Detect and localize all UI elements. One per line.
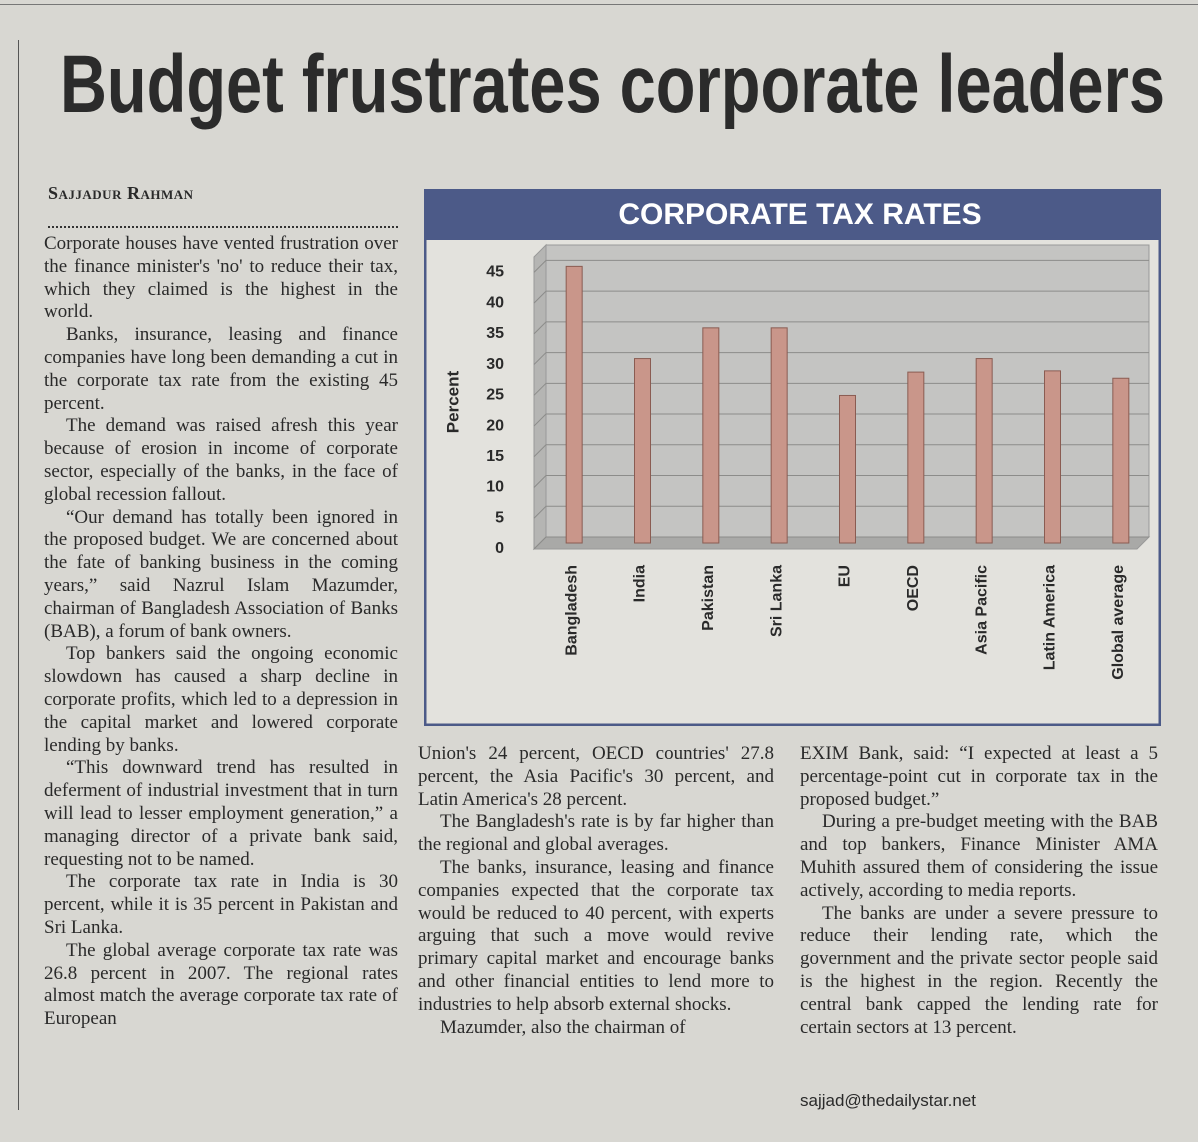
x-tick-label: EU	[837, 565, 854, 587]
chart-title: CORPORATE TAX RATES	[618, 198, 981, 231]
y-axis-label: Percent	[443, 370, 462, 433]
bar-group	[839, 394, 856, 544]
y-tick-label: 30	[486, 356, 504, 373]
headline-area: Budget frustrates corporate leaders	[60, 39, 1165, 130]
y-tick-label: 20	[486, 417, 504, 434]
paragraph: The banks, insurance, leasing and financ…	[418, 856, 774, 1015]
paragraph: “This downward trend has resulted in def…	[44, 757, 398, 870]
x-tick-label: Asia Pacific	[973, 565, 990, 655]
paragraph: EXIM Bank, said: “I expected at least a …	[800, 743, 1158, 810]
y-tick-label: 15	[486, 448, 504, 465]
bar	[565, 265, 583, 544]
paragraph: The corporate tax rate in India is 30 pe…	[44, 871, 398, 938]
bar-group	[975, 358, 993, 544]
grid-line	[533, 505, 1149, 519]
bar	[907, 371, 925, 544]
x-tick-label: Global average	[1110, 565, 1127, 680]
x-tick-label: Latin America	[1042, 565, 1059, 670]
paragraph: The global average corporate tax rate wa…	[44, 939, 398, 1030]
y-tick-label: 35	[486, 325, 504, 342]
paragraph: Mazumder, also the chairman of	[440, 1016, 686, 1038]
chart-header	[425, 190, 1160, 240]
plot-side	[533, 243, 547, 551]
headline: Budget frustrates corporate leaders	[60, 39, 1165, 130]
paragraph: “Our demand has totally been ignored in …	[44, 506, 398, 642]
grid-line	[533, 321, 1149, 335]
column: EXIM Bank, said: “I expected at least a …	[800, 743, 1158, 1093]
left-rule	[18, 40, 19, 1110]
bar-group	[770, 327, 788, 544]
column: Union's 24 percent, OECD countries' 27.8…	[418, 743, 774, 1115]
x-tick-label: OECD	[905, 565, 922, 611]
x-tick-label: Sri Lanka	[768, 565, 785, 637]
paragraph: During a pre-budget meeting with the BAB…	[800, 811, 1158, 901]
grid-line	[533, 413, 1149, 427]
chart: CORPORATE TAX RATES Percent 0 5 10 15 20 25 30…	[424, 189, 1161, 726]
y-tick-label: 5	[495, 509, 504, 526]
grid-line	[533, 290, 1149, 304]
bar	[634, 358, 651, 544]
bar	[1044, 370, 1061, 544]
bar	[770, 327, 788, 544]
x-tick-label: Bangladesh	[563, 565, 580, 656]
y-tick-label: 45	[486, 264, 504, 281]
grid-line	[533, 352, 1149, 365]
x-tick-label: Pakistan	[700, 565, 717, 631]
grid-line	[533, 382, 1149, 396]
y-tick-label: 10	[486, 479, 504, 496]
byline: Sajjadur Rahman	[48, 183, 194, 203]
top-rule	[0, 4, 1198, 5]
bar-group	[565, 265, 583, 544]
y-tick-label: 0	[495, 540, 504, 557]
paragraph: Top bankers said the ongoing economic sl…	[44, 643, 398, 756]
bar	[1112, 377, 1130, 544]
bar-group	[1112, 377, 1130, 544]
bar-group	[634, 358, 651, 544]
paragraph: Banks, insurance, leasing and finance co…	[44, 324, 398, 414]
y-tick-label: 25	[486, 387, 504, 404]
column: Corporate houses have vented frustration…	[44, 233, 398, 1115]
grid-line	[533, 475, 1149, 488]
paragraph: Corporate houses have vented frustration…	[44, 233, 398, 323]
y-tick-label: 40	[486, 294, 504, 311]
paragraph: Union's 24 percent, OECD countries' 27.8…	[418, 743, 774, 810]
grid-line	[533, 259, 1149, 273]
bar-group	[907, 371, 925, 544]
bar	[975, 358, 993, 544]
paragraph: The Bangladesh's rate is by far higher t…	[418, 811, 774, 856]
x-tick-label: India	[632, 565, 649, 602]
byline-rule	[48, 226, 398, 228]
email: sajjad@thedailystar.net	[800, 1091, 977, 1110]
bar-group	[702, 327, 720, 544]
bar-group	[1044, 370, 1061, 544]
bar	[702, 327, 720, 544]
paragraph: The demand was raised afresh this year b…	[44, 415, 398, 505]
paragraph: The banks are under a severe pressure to…	[800, 902, 1158, 1038]
bar	[839, 394, 856, 544]
grid-line	[533, 444, 1149, 458]
grid-line	[533, 536, 1149, 550]
